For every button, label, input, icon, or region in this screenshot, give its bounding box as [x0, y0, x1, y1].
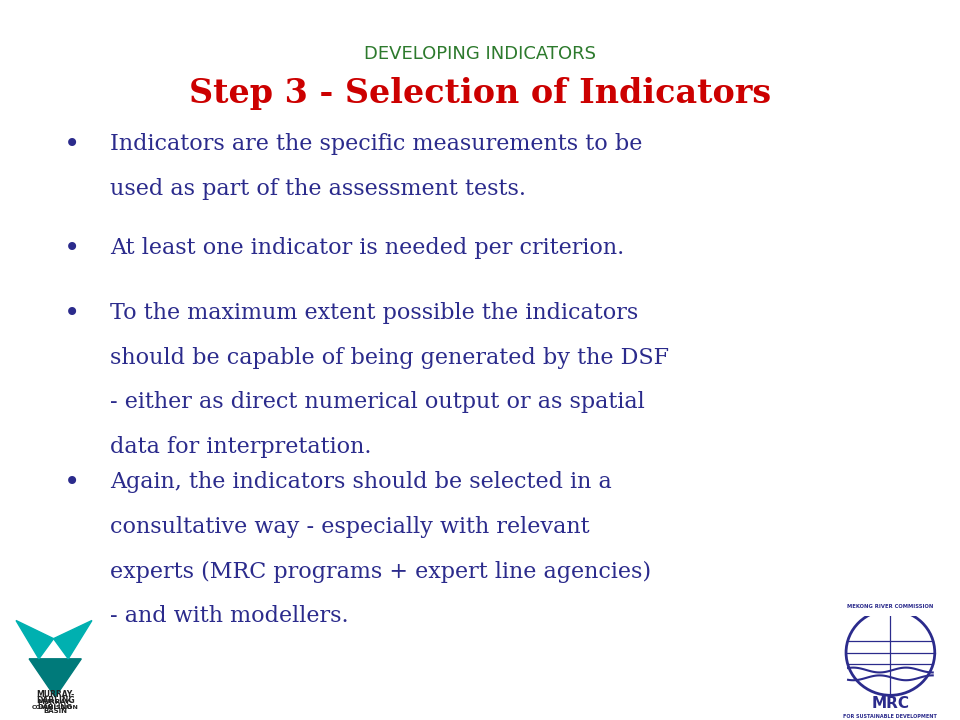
Text: - and with modellers.: - and with modellers.	[110, 606, 349, 627]
Text: DARLING: DARLING	[37, 703, 73, 710]
Text: used as part of the assessment tests.: used as part of the assessment tests.	[110, 178, 526, 199]
Text: Again, the indicators should be selected in a: Again, the indicators should be selected…	[110, 472, 612, 493]
Text: •: •	[64, 300, 80, 327]
Text: Step 3 - Selection of Indicators: Step 3 - Selection of Indicators	[189, 77, 771, 110]
Text: Indicators are the specific measurements to be: Indicators are the specific measurements…	[110, 133, 643, 155]
Text: To the maximum extent possible the indicators: To the maximum extent possible the indic…	[110, 302, 638, 324]
Text: MURRAY-: MURRAY-	[37, 699, 73, 705]
Text: data for interpretation.: data for interpretation.	[110, 436, 372, 458]
Text: DEVELOPING INDICATORS: DEVELOPING INDICATORS	[364, 45, 596, 63]
Polygon shape	[29, 659, 82, 697]
Text: FOR SUSTAINABLE DEVELOPMENT: FOR SUSTAINABLE DEVELOPMENT	[844, 714, 937, 719]
Text: - either as direct numerical output or as spatial: - either as direct numerical output or a…	[110, 392, 645, 413]
Text: At least one indicator is needed per criterion.: At least one indicator is needed per cri…	[110, 238, 625, 259]
Text: DARLING: DARLING	[36, 696, 75, 705]
Polygon shape	[16, 621, 54, 659]
Text: consultative way - especially with relevant: consultative way - especially with relev…	[110, 516, 590, 538]
Text: experts (MRC programs + expert line agencies): experts (MRC programs + expert line agen…	[110, 561, 652, 582]
Text: MEKONG RIVER COMMISSION: MEKONG RIVER COMMISSION	[848, 604, 933, 609]
Text: •: •	[64, 130, 80, 158]
Text: MURRAY-: MURRAY-	[36, 690, 74, 699]
Text: •: •	[64, 235, 80, 262]
Text: COMMISSION: COMMISSION	[32, 705, 79, 710]
Text: •: •	[64, 469, 80, 496]
Text: BASIN: BASIN	[43, 708, 67, 714]
Text: should be capable of being generated by the DSF: should be capable of being generated by …	[110, 347, 669, 369]
Polygon shape	[54, 621, 92, 659]
Text: MRC: MRC	[872, 696, 909, 711]
